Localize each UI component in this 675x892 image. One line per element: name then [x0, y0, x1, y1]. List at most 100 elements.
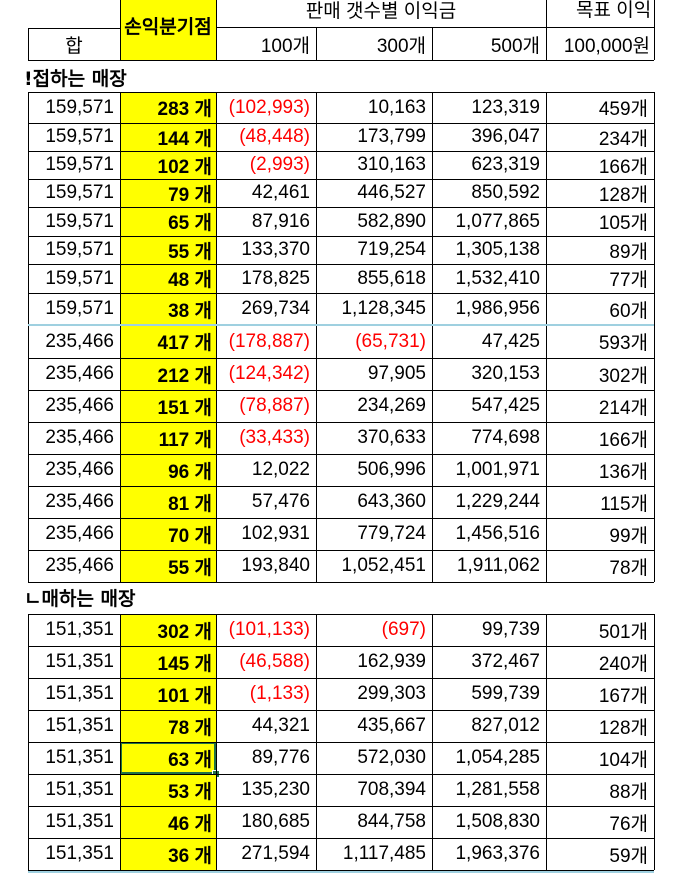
profit-300-cell[interactable]: 1,128,345 — [341, 298, 426, 319]
profit-500-cell[interactable]: 599,739 — [471, 683, 540, 704]
table-row[interactable]: 159,571 65 개 87,916 582,890 1,077,865 105개 — [0, 207, 675, 236]
table-row[interactable]: 235,466 55 개 193,840 1,052,451 1,911,062 78개 — [0, 550, 675, 582]
table-row[interactable]: 159,571 144 개 (48,448) 173,799 396,047 234개 — [0, 123, 675, 151]
profit-500-cell[interactable]: 1,986,956 — [455, 298, 540, 319]
profit-100-cell[interactable]: 44,321 — [251, 715, 310, 736]
sum-cell[interactable]: 151,351 — [45, 779, 114, 800]
profit-300-cell[interactable]: 719,254 — [357, 239, 426, 260]
profit-100-cell[interactable]: 42,461 — [251, 182, 310, 203]
table-row[interactable]: 151,351 145 개 (46,588) 162,939 372,467 240개 — [0, 646, 675, 678]
profit-300-cell[interactable]: 435,667 — [357, 715, 426, 736]
target-qty-cell[interactable]: 59개 — [609, 845, 648, 867]
table-row[interactable]: 235,466 70 개 102,931 779,724 1,456,516 99개 — [0, 518, 675, 550]
profit-100-cell[interactable]: (78,887) — [239, 395, 310, 416]
profit-100-cell[interactable]: 12,022 — [251, 459, 310, 480]
target-qty-cell[interactable]: 89개 — [609, 241, 648, 263]
table-row[interactable]: 235,466 417 개 (178,887) (65,731) 47,425 593개 — [0, 325, 675, 358]
sum-cell[interactable]: 235,466 — [45, 459, 114, 480]
profit-300-cell[interactable]: 779,724 — [357, 523, 426, 544]
profit-300-cell[interactable]: 1,052,451 — [341, 555, 426, 576]
breakeven-cell[interactable]: 81 개 — [120, 486, 216, 518]
sum-cell[interactable]: 235,466 — [45, 491, 114, 512]
target-qty-cell[interactable]: 104개 — [598, 749, 648, 771]
target-qty-cell[interactable]: 128개 — [598, 717, 648, 739]
breakeven-cell[interactable]: 117 개 — [120, 422, 216, 454]
table-row[interactable]: 151,351 302 개 (101,133) (697) 99,739 501개 — [0, 614, 675, 646]
sum-cell[interactable]: 151,351 — [45, 843, 114, 864]
profit-500-cell[interactable]: 623,319 — [471, 154, 540, 175]
profit-100-cell[interactable]: (178,887) — [228, 330, 310, 352]
profit-500-cell[interactable]: 1,077,865 — [455, 210, 540, 232]
profit-500-cell[interactable]: 320,153 — [471, 363, 540, 384]
profit-300-cell[interactable]: 582,890 — [357, 210, 426, 232]
target-qty-cell[interactable]: 77개 — [609, 270, 648, 291]
target-qty-cell[interactable]: 234개 — [598, 128, 648, 150]
profit-100-cell[interactable]: 57,476 — [251, 491, 310, 512]
profit-500-cell[interactable]: 1,911,062 — [456, 555, 540, 576]
breakeven-cell[interactable]: 70 개 — [120, 518, 216, 550]
sum-cell[interactable]: 151,351 — [45, 683, 114, 704]
header-col-500[interactable]: 500개 — [490, 35, 540, 57]
profit-500-cell[interactable]: 1,508,830 — [455, 811, 540, 832]
breakeven-cell[interactable]: 55 개 — [120, 550, 216, 582]
table-row[interactable]: 235,466 117 개 (33,433) 370,633 774,698 166개 — [0, 422, 675, 454]
table-row[interactable]: 235,466 151 개 (78,887) 234,269 547,425 214개 — [0, 390, 675, 422]
table-row[interactable]: 235,466 96 개 12,022 506,996 1,001,971 136개 — [0, 454, 675, 486]
sum-cell[interactable]: 159,571 — [45, 210, 114, 232]
profit-100-cell[interactable]: (1,133) — [249, 683, 310, 704]
target-qty-cell[interactable]: 240개 — [598, 653, 648, 675]
sum-cell[interactable]: 235,466 — [45, 363, 114, 384]
profit-100-cell[interactable]: (48,448) — [239, 126, 310, 147]
target-qty-cell[interactable]: 214개 — [598, 397, 648, 419]
profit-300-cell[interactable]: (65,731) — [355, 330, 426, 352]
profit-100-cell[interactable]: 180,685 — [241, 811, 310, 832]
breakeven-cell[interactable]: 96 개 — [120, 454, 216, 486]
profit-100-cell[interactable]: 89,776 — [251, 747, 310, 768]
breakeven-cell[interactable]: 48 개 — [120, 264, 216, 293]
breakeven-cell[interactable]: 151 개 — [120, 390, 216, 422]
table-row[interactable]: 151,351 53 개 135,230 708,394 1,281,558 88개 — [0, 774, 675, 806]
sum-cell[interactable]: 235,466 — [45, 330, 114, 352]
profit-100-cell[interactable]: (33,433) — [239, 427, 310, 448]
target-qty-cell[interactable]: 166개 — [598, 156, 648, 178]
profit-500-cell[interactable]: 850,592 — [471, 182, 540, 203]
target-qty-cell[interactable]: 115개 — [600, 493, 648, 515]
profit-100-cell[interactable]: 133,370 — [241, 239, 310, 260]
sum-cell[interactable]: 235,466 — [45, 523, 114, 544]
profit-500-cell[interactable]: 547,425 — [471, 395, 540, 416]
profit-500-cell[interactable]: 1,532,410 — [455, 267, 540, 289]
header-sum[interactable]: 합 — [65, 35, 83, 57]
header-target-profit[interactable]: 목표 이익 — [576, 0, 652, 20]
profit-500-cell[interactable]: 1,229,244 — [455, 491, 540, 512]
table-row[interactable]: 235,466 81 개 57,476 643,360 1,229,244 115개 — [0, 486, 675, 518]
table-row[interactable]: 159,571 48 개 178,825 855,618 1,532,410 77개 — [0, 264, 675, 293]
sum-cell[interactable]: 159,571 — [45, 298, 114, 319]
sum-cell[interactable]: 159,571 — [45, 96, 114, 118]
target-qty-cell[interactable]: 88개 — [609, 781, 648, 803]
target-qty-cell[interactable]: 167개 — [598, 685, 648, 707]
sum-cell[interactable]: 151,351 — [45, 715, 114, 736]
breakeven-cell[interactable]: 38 개 — [120, 293, 216, 325]
profit-500-cell[interactable]: 1,281,558 — [455, 779, 540, 800]
breakeven-cell[interactable]: 283 개 — [120, 92, 216, 123]
sum-cell[interactable]: 151,351 — [45, 811, 114, 832]
sum-cell[interactable]: 235,466 — [45, 427, 114, 448]
breakeven-cell[interactable]: 46 개 — [120, 806, 216, 838]
breakeven-cell[interactable]: 79 개 — [120, 179, 216, 207]
table-row[interactable]: 159,571 38 개 269,734 1,128,345 1,986,956 60개 — [0, 293, 675, 325]
profit-300-cell[interactable]: 162,939 — [357, 651, 426, 672]
profit-100-cell[interactable]: 271,594 — [241, 843, 310, 864]
sum-cell[interactable]: 159,571 — [45, 126, 114, 147]
profit-500-cell[interactable]: 1,456,516 — [455, 523, 540, 544]
header-col-300[interactable]: 300개 — [376, 35, 426, 57]
profit-300-cell[interactable]: 844,758 — [357, 811, 426, 832]
profit-300-cell[interactable]: 234,269 — [357, 395, 426, 416]
table-row[interactable]: 159,571 55 개 133,370 719,254 1,305,138 89개 — [0, 236, 675, 264]
target-qty-cell[interactable]: 593개 — [598, 333, 648, 354]
table-row[interactable]: 235,466 212 개 (124,342) 97,905 320,153 302개 — [0, 358, 675, 390]
target-qty-cell[interactable]: 166개 — [598, 429, 648, 451]
breakeven-cell[interactable]: 144 개 — [120, 123, 216, 151]
profit-300-cell[interactable]: 310,163 — [357, 154, 426, 175]
table-row[interactable]: 151,351 78 개 44,321 435,667 827,012 128개 — [0, 710, 675, 742]
